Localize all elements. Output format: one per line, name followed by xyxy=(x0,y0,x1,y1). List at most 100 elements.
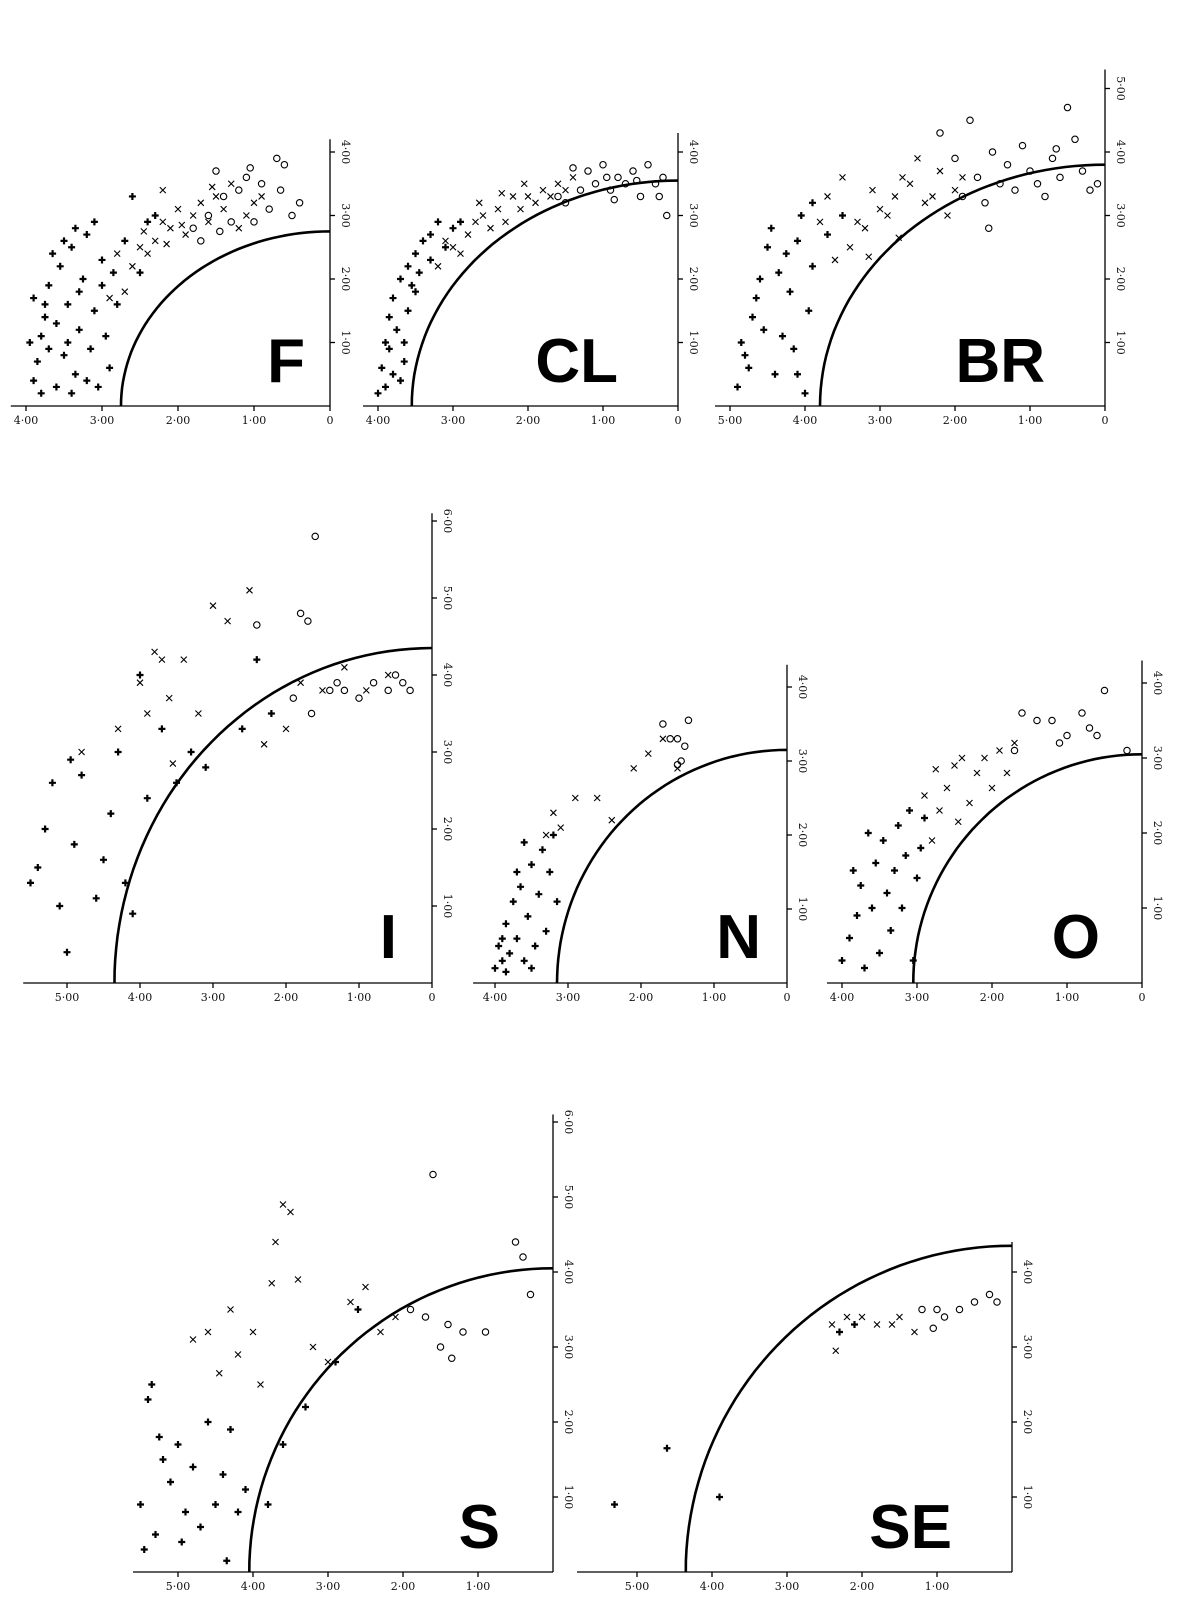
data-point xyxy=(887,927,895,934)
data-point xyxy=(884,212,891,219)
x-tick-label: 2·00 xyxy=(391,1580,416,1593)
data-point xyxy=(159,186,167,194)
data-point xyxy=(767,224,775,232)
data-point xyxy=(1018,141,1027,150)
data-point xyxy=(1063,103,1072,112)
data-point xyxy=(106,364,114,372)
data-point xyxy=(384,686,392,695)
data-point xyxy=(205,218,212,226)
data-point xyxy=(319,687,326,694)
data-point xyxy=(137,1501,144,1508)
data-point xyxy=(944,212,951,219)
data-point xyxy=(520,180,528,188)
data-point xyxy=(71,370,79,378)
data-point xyxy=(389,294,397,302)
data-point xyxy=(26,339,34,346)
data-point xyxy=(929,193,936,200)
data-point xyxy=(1093,731,1101,740)
data-point xyxy=(611,1501,618,1508)
data-point xyxy=(621,180,630,188)
data-point xyxy=(385,313,393,321)
x-tick-label: 2·00 xyxy=(629,991,654,1004)
data-point xyxy=(169,760,177,767)
data-point xyxy=(167,224,174,232)
data-point xyxy=(673,735,682,743)
x-tick-label: 3·00 xyxy=(441,414,466,427)
data-point xyxy=(307,709,316,718)
y-tick-label: 2·00 xyxy=(1151,821,1164,846)
x-tick-label: 3·00 xyxy=(316,1580,341,1593)
data-point xyxy=(644,160,652,169)
data-point xyxy=(599,160,607,169)
data-point xyxy=(629,167,637,175)
data-point xyxy=(355,694,363,702)
data-point xyxy=(382,383,389,391)
data-point xyxy=(509,898,517,906)
data-point xyxy=(966,116,974,125)
data-point xyxy=(662,211,671,220)
data-point xyxy=(235,224,243,232)
data-point xyxy=(771,370,779,378)
x-tick-label: 3·00 xyxy=(201,991,226,1004)
panel-label: F xyxy=(267,327,305,396)
series-circle xyxy=(1010,686,1131,755)
y-tick-label: 1·00 xyxy=(562,1485,575,1510)
data-point xyxy=(92,894,100,902)
data-point xyxy=(498,935,506,943)
data-point xyxy=(464,231,472,238)
data-point xyxy=(861,224,869,232)
data-point xyxy=(782,250,790,258)
series-cross xyxy=(828,1313,918,1355)
data-point xyxy=(542,927,550,935)
data-point xyxy=(60,351,68,359)
data-point xyxy=(151,237,159,245)
x-tick-label: 0 xyxy=(1139,991,1146,1004)
panel-s: 5·00 4·00 3·00 2·00 1·00 1·00 2·00 3·00 4·00 5·00… xyxy=(133,1110,575,1593)
data-point xyxy=(204,1328,212,1336)
x-tick-label: 1·00 xyxy=(591,414,616,427)
data-point xyxy=(434,262,442,270)
data-point xyxy=(242,1486,249,1493)
data-point xyxy=(427,256,434,264)
data-point xyxy=(144,1396,152,1403)
x-tick-label: 5·00 xyxy=(166,1580,191,1593)
data-point xyxy=(340,686,349,695)
data-point xyxy=(324,1358,332,1366)
data-point xyxy=(393,326,401,334)
x-tick-label: 1·00 xyxy=(242,414,267,427)
data-point xyxy=(955,1305,964,1314)
data-point xyxy=(673,760,682,769)
data-point xyxy=(258,193,265,200)
data-point xyxy=(517,883,525,891)
series-circle xyxy=(554,160,671,220)
data-point xyxy=(27,879,34,887)
data-point xyxy=(487,224,494,232)
data-point xyxy=(406,686,414,695)
data-point xyxy=(332,1358,339,1366)
series-circle xyxy=(406,1170,535,1363)
data-point xyxy=(553,898,561,906)
data-point xyxy=(1063,731,1071,740)
data-point xyxy=(391,671,400,679)
data-point xyxy=(174,1441,182,1448)
data-point xyxy=(257,180,266,188)
data-point xyxy=(304,617,312,625)
data-point xyxy=(227,1306,234,1313)
data-point xyxy=(858,1313,866,1321)
data-point xyxy=(78,748,85,756)
data-point xyxy=(178,1538,186,1546)
y-tick-label: 2·00 xyxy=(339,267,352,292)
panel-f: 4·00 3·00 2·00 1·00 0 1·00 2·00 3·00 4·00 F xyxy=(10,139,352,427)
data-point xyxy=(347,1298,354,1306)
data-point xyxy=(253,621,261,629)
data-point xyxy=(636,192,645,201)
data-point xyxy=(933,1305,941,1314)
data-point xyxy=(936,129,944,137)
data-point xyxy=(64,339,72,346)
data-point xyxy=(216,227,224,236)
data-point xyxy=(178,221,186,229)
data-point xyxy=(273,154,281,163)
data-point xyxy=(659,720,667,728)
data-point xyxy=(354,1306,362,1313)
data-point xyxy=(996,180,1004,188)
